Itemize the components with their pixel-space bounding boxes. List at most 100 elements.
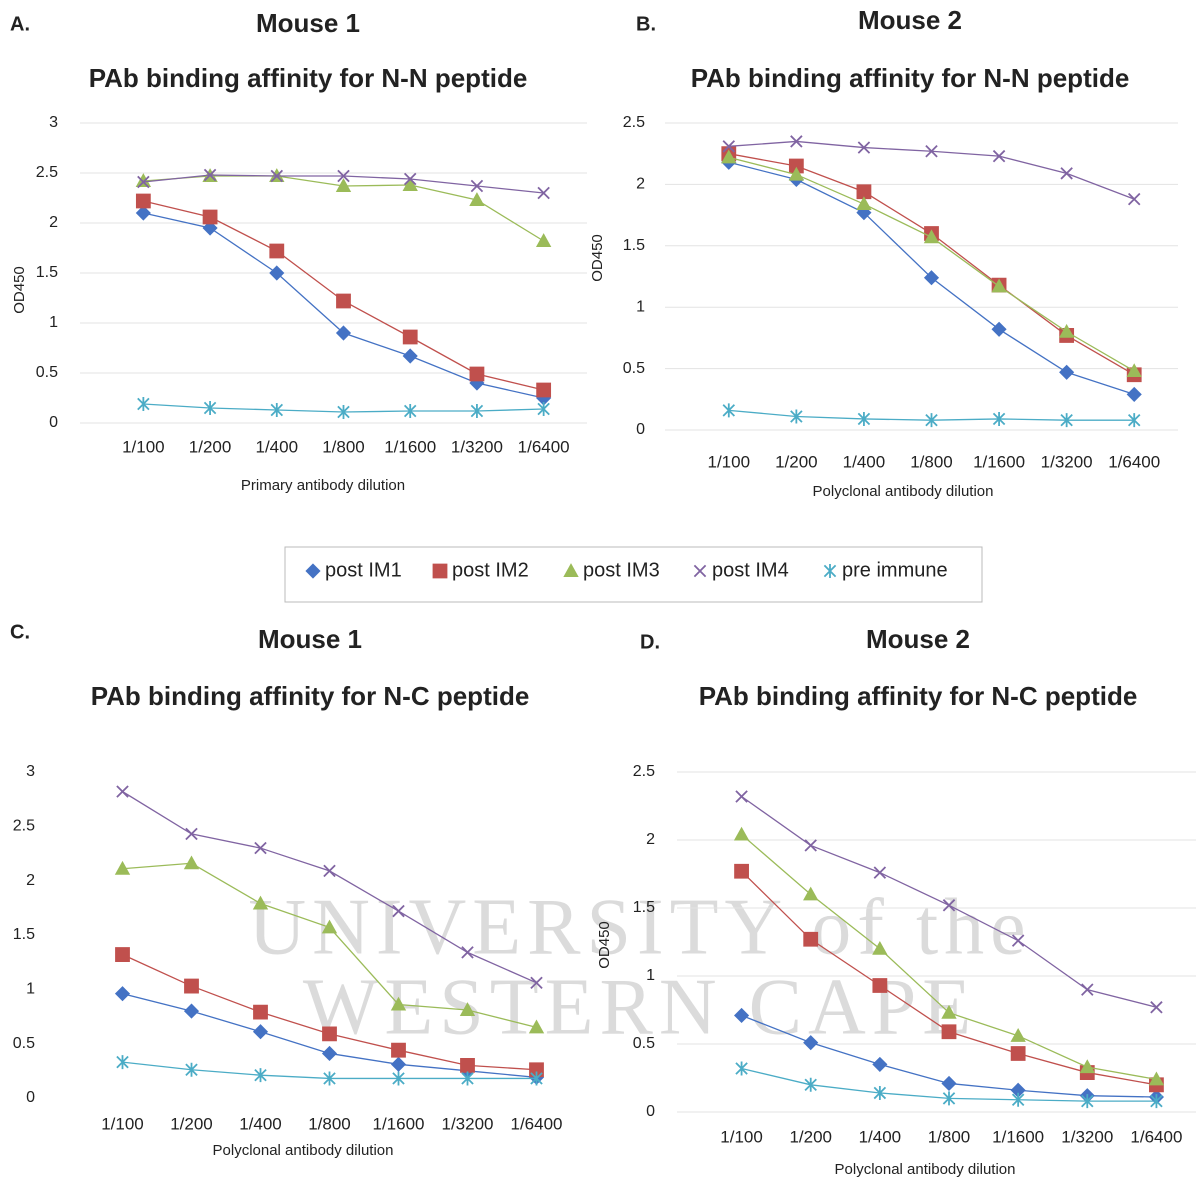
watermark: UNIVERSITY of the	[248, 883, 1031, 971]
data-point	[530, 1071, 543, 1086]
data-point	[1058, 323, 1075, 338]
data-point	[183, 1003, 200, 1019]
x-axis-label: Polyclonal antibody dilution	[835, 1161, 1016, 1178]
data-point	[857, 141, 871, 154]
data-point	[803, 931, 819, 947]
x-tick-label: 1/200	[789, 1127, 832, 1146]
data-point	[536, 382, 552, 398]
data-point	[402, 329, 418, 345]
data-point	[942, 899, 956, 912]
data-point	[733, 826, 750, 841]
x-axis-label: Polyclonal antibody dilution	[213, 1142, 394, 1159]
x-tick-label: 1/1600	[992, 1127, 1044, 1146]
x-axis-label: Primary antibody dilution	[241, 477, 405, 494]
data-point	[535, 233, 552, 247]
data-point	[116, 785, 129, 798]
data-point	[323, 1071, 336, 1086]
x-tick-label: 1/1600	[384, 437, 436, 456]
data-point	[1150, 1094, 1163, 1109]
chart-title: Mouse 2	[858, 5, 962, 35]
data-point	[391, 1042, 406, 1058]
x-tick-label: 1/6400	[518, 437, 570, 456]
data-point	[803, 1035, 819, 1051]
data-point	[254, 841, 267, 855]
data-point	[873, 1085, 887, 1100]
x-tick-label: 1/800	[308, 1114, 351, 1133]
data-point	[991, 278, 1007, 293]
y-tick-label: 0	[636, 421, 645, 438]
data-point	[788, 158, 804, 174]
y-tick-label: 0.5	[36, 364, 58, 381]
chart-subtitle: PAb binding affinity for N-C peptide	[699, 681, 1138, 711]
legend-box	[284, 546, 983, 603]
data-point	[254, 1068, 267, 1083]
data-point	[203, 401, 217, 415]
data-point	[185, 827, 198, 841]
x-tick-label: 1/1600	[973, 452, 1025, 471]
data-point	[722, 140, 736, 153]
data-point	[1011, 934, 1025, 947]
data-point	[184, 978, 199, 994]
y-tick-label: 1.5	[633, 899, 655, 916]
data-point	[469, 192, 485, 206]
data-point	[721, 149, 737, 164]
data-point	[322, 1026, 337, 1042]
data-point	[857, 411, 871, 426]
legend-marker	[823, 564, 837, 578]
x-tick-label: 1/3200	[442, 1114, 494, 1133]
y-tick-label: 2	[26, 872, 35, 889]
x-tick-label: 1/100	[720, 1127, 763, 1146]
data-point	[856, 184, 872, 200]
x-axis-label: Polyclonal antibody dilution	[813, 483, 994, 500]
data-point	[469, 366, 485, 382]
data-point	[135, 193, 151, 209]
y-tick-label: 1	[26, 981, 35, 998]
data-point	[115, 947, 130, 962]
data-point	[735, 790, 748, 803]
data-point	[392, 1071, 405, 1086]
data-point	[269, 265, 285, 281]
data-point	[321, 919, 338, 934]
data-point	[460, 1058, 475, 1073]
data-point	[335, 325, 352, 341]
data-point	[873, 866, 887, 879]
y-tick-label: 3	[26, 763, 35, 780]
data-point	[872, 940, 888, 955]
data-point	[402, 348, 418, 364]
y-tick-label: 2	[49, 214, 58, 231]
data-point	[390, 1056, 407, 1072]
data-point	[530, 976, 543, 990]
y-tick-label: 0	[49, 414, 58, 431]
data-point	[336, 293, 351, 309]
panel-label: B.	[636, 13, 656, 35]
data-point	[734, 1007, 750, 1024]
x-tick-label: 1/200	[170, 1114, 213, 1133]
data-point	[1081, 983, 1094, 996]
y-axis-label: OD450	[596, 921, 613, 969]
data-point	[804, 1077, 817, 1092]
data-point	[722, 403, 736, 418]
data-point	[872, 1056, 888, 1072]
data-point	[183, 855, 200, 870]
chart-title: Mouse 2	[866, 624, 970, 654]
data-point	[321, 1045, 338, 1062]
data-point	[923, 229, 940, 244]
data-point	[402, 177, 418, 191]
data-point	[923, 270, 940, 286]
data-point	[459, 1002, 476, 1016]
data-point	[992, 149, 1006, 163]
data-point	[335, 178, 352, 192]
panel-label: D.	[640, 631, 660, 653]
x-tick-label: 1/1600	[373, 1114, 425, 1133]
x-tick-label: 1/800	[322, 437, 365, 456]
data-point	[537, 402, 550, 416]
data-point	[202, 220, 218, 236]
legend-marker	[693, 564, 707, 578]
y-tick-label: 1.5	[36, 264, 58, 281]
data-point	[991, 321, 1007, 337]
data-point	[252, 1024, 269, 1040]
data-point	[137, 175, 150, 189]
y-tick-label: 1	[646, 967, 655, 984]
data-point	[1127, 192, 1141, 206]
